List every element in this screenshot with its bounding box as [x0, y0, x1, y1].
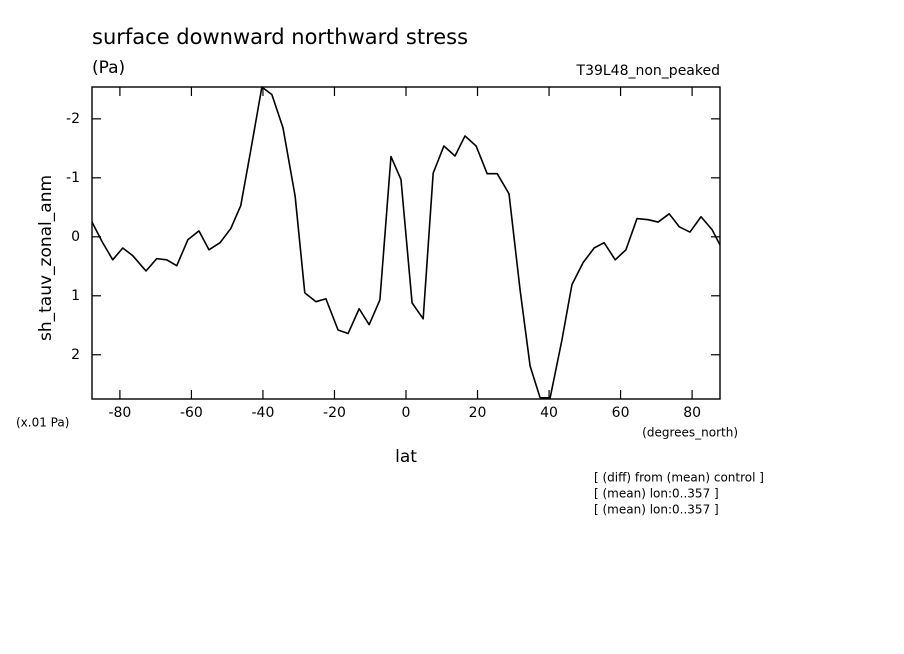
x-tick-label: 80: [683, 405, 701, 421]
x-axis-label: lat: [395, 447, 417, 467]
y-tick-label: 1: [71, 288, 80, 304]
x-tick-label: 60: [612, 405, 630, 421]
y-tick-label: -2: [66, 111, 80, 127]
x-units: (degrees_north): [642, 426, 738, 440]
x-tick-label: 0: [402, 405, 411, 421]
run-label: T39L48_non_peaked: [576, 63, 720, 79]
y-tick-label: 2: [71, 347, 80, 363]
x-tick-label: -60: [180, 405, 203, 421]
x-tick-label: -40: [252, 405, 275, 421]
data-line: [91, 86, 721, 399]
note: [ (diff) from (mean) control ]: [594, 471, 764, 485]
note: [ (mean) lon:0..357 ]: [594, 487, 719, 501]
x-tick-label: 20: [469, 405, 487, 421]
x-tick-label: 40: [540, 405, 558, 421]
x-tick-label: -80: [108, 405, 131, 421]
units: (Pa): [92, 58, 125, 78]
x-tick-label: -20: [323, 405, 346, 421]
y-axis-label: sh_tauv_zonal_anm: [36, 175, 56, 341]
y-tick-label: -1: [66, 170, 80, 186]
chart-title: surface downward northward stress: [92, 25, 468, 49]
note: [ (mean) lon:0..357 ]: [594, 503, 719, 517]
y-scale-note: (x.01 Pa): [16, 416, 69, 430]
y-tick-label: 0: [71, 229, 80, 245]
